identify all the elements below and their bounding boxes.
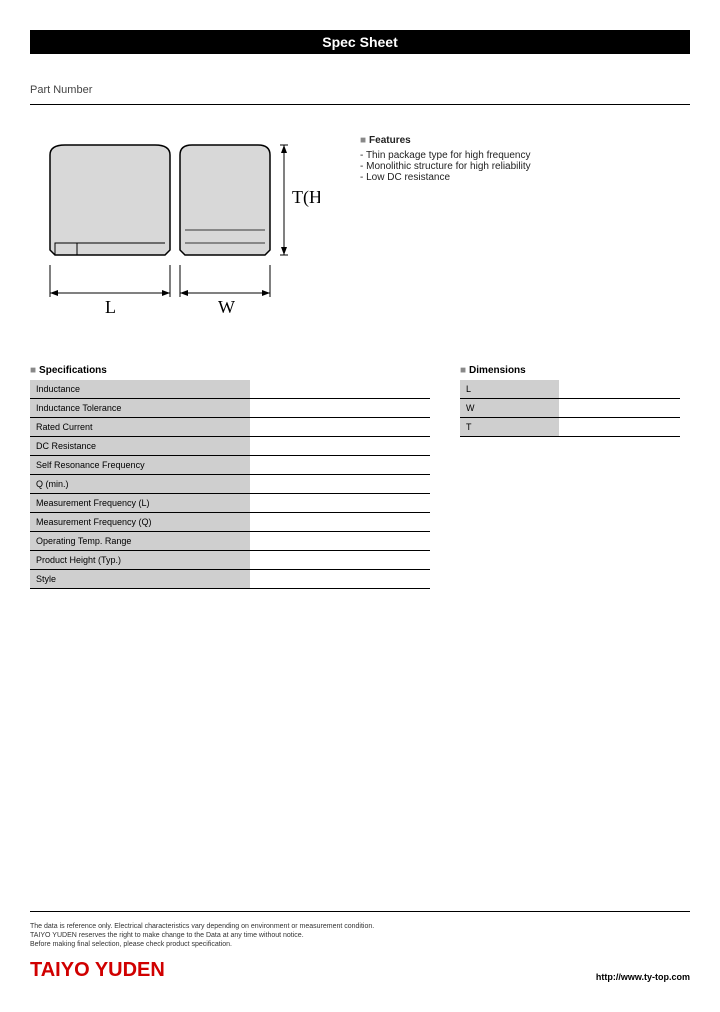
dim-value <box>559 418 680 437</box>
disclaimer: The data is reference only. Electrical c… <box>30 922 690 949</box>
feature-item: Monolithic structure for high reliabilit… <box>360 161 690 172</box>
brand-logo-text: TAIYO YUDEN <box>30 959 165 982</box>
features-title: Features <box>369 135 411 146</box>
header-title: Spec Sheet <box>30 30 690 54</box>
dim-table-title: Dimensions <box>469 365 526 376</box>
spec-value <box>250 494 430 513</box>
spec-label: Operating Temp. Range <box>30 532 250 551</box>
label-width: W <box>218 297 235 317</box>
dim-value <box>559 380 680 399</box>
feature-item: Thin package type for high frequency <box>360 150 690 161</box>
spec-label: Measurement Frequency (L) <box>30 494 250 513</box>
dim-label: L <box>460 380 559 399</box>
spec-label: Product Height (Typ.) <box>30 551 250 570</box>
feature-item: Low DC resistance <box>360 172 690 183</box>
dim-table: L W T <box>460 380 680 437</box>
spec-value <box>250 475 430 494</box>
spec-table-title: Specifications <box>39 365 107 376</box>
footer-url: http://www.ty-top.com <box>596 972 690 982</box>
label-thickness: T(H) <box>292 187 320 208</box>
spec-value <box>250 551 430 570</box>
footer: The data is reference only. Electrical c… <box>30 911 690 982</box>
spec-label: Self Resonance Frequency <box>30 456 250 475</box>
dimension-diagram: T(H) L W <box>30 135 320 335</box>
spec-value <box>250 418 430 437</box>
dim-value <box>559 399 680 418</box>
spec-value <box>250 437 430 456</box>
spec-value <box>250 513 430 532</box>
dim-label: W <box>460 399 559 418</box>
spec-label: Style <box>30 570 250 589</box>
dim-label: T <box>460 418 559 437</box>
features-section: ■Features Thin package type for high fre… <box>360 135 690 335</box>
spec-label: DC Resistance <box>30 437 250 456</box>
spec-label: Rated Current <box>30 418 250 437</box>
label-length: L <box>105 297 116 317</box>
spec-value <box>250 399 430 418</box>
part-section: Part Number <box>30 84 690 105</box>
spec-value <box>250 456 430 475</box>
spec-label: Inductance Tolerance <box>30 399 250 418</box>
spec-label: Inductance <box>30 380 250 399</box>
spec-value <box>250 532 430 551</box>
part-label: Part Number <box>30 84 690 96</box>
spec-label: Measurement Frequency (Q) <box>30 513 250 532</box>
spec-label: Q (min.) <box>30 475 250 494</box>
spec-value <box>250 570 430 589</box>
spec-table: Inductance Inductance Tolerance Rated Cu… <box>30 380 430 589</box>
spec-value <box>250 380 430 399</box>
